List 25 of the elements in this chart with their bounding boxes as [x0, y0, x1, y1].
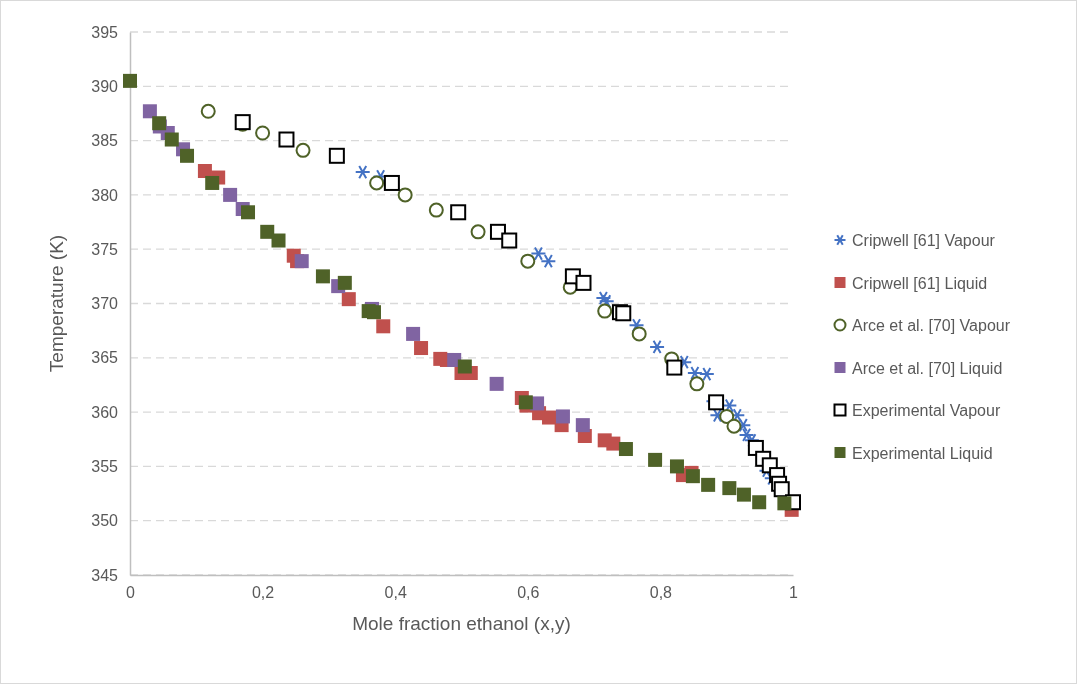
legend-label: Arce et al. [70] Liquid: [852, 359, 1003, 377]
legend-label: Cripwell [61] Vapour: [852, 232, 996, 249]
x-tick-label: 0,4: [384, 584, 407, 602]
legend-label: Experimental Liquid: [852, 444, 993, 462]
y-tick-label: 375: [91, 240, 119, 258]
y-tick-label: 395: [91, 23, 119, 41]
legend-label: Cripwell [61] Liquid: [852, 274, 988, 292]
legend-label: Arce et al. [70] Vapour: [852, 317, 1011, 334]
y-tick-label: 385: [91, 132, 119, 150]
y-tick-label: 350: [91, 512, 119, 530]
x-tick-label: 0,2: [251, 584, 275, 602]
legend-label: Experimental Vapour: [852, 402, 1001, 419]
y-tick-label: 365: [91, 349, 119, 367]
y-tick-label: 380: [91, 186, 119, 204]
y-tick-label: 355: [91, 458, 119, 476]
y-tick-label: 345: [91, 566, 119, 584]
x-tick-label: 0,6: [517, 584, 540, 602]
x-tick-label: 0: [126, 584, 136, 602]
x-tick-label: 0,8: [649, 584, 673, 602]
y-tick-label: 390: [91, 77, 119, 95]
x-axis-title: Mole fraction ethanol (x,y): [352, 613, 571, 634]
y-tick-label: 370: [91, 295, 119, 313]
x-tick-label: 1: [789, 584, 799, 602]
y-tick-label: 360: [91, 403, 119, 421]
y-axis-title: Temperature (K): [46, 234, 67, 373]
